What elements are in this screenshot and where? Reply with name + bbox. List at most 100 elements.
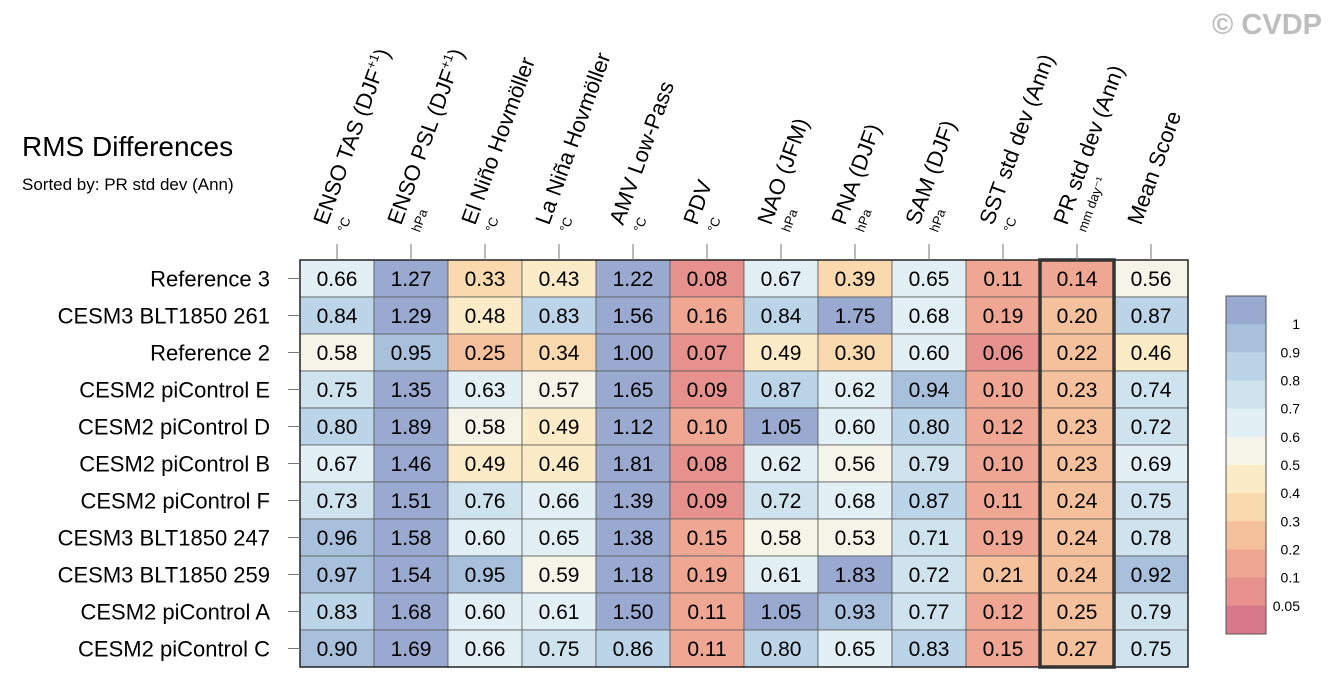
column-label-text: NAO (JFM)	[752, 115, 814, 228]
heatmap-cell	[669, 259, 745, 298]
cell-value: 1.22	[613, 268, 654, 291]
heatmap-cell	[373, 259, 449, 298]
heatmap-cell	[595, 296, 671, 335]
column-label-group: PNA (DJF)hPa	[826, 120, 885, 233]
row-label: CESM2 piControl C	[78, 637, 270, 662]
cell-value: 0.30	[835, 342, 876, 365]
heatmap-cell	[521, 592, 597, 631]
cell-value: 0.95	[391, 342, 432, 365]
heatmap-cell	[965, 444, 1041, 483]
heatmap-cell	[891, 370, 967, 409]
heatmap-cell	[299, 518, 375, 557]
cell-value: 0.09	[687, 379, 728, 402]
cell-value: 0.72	[909, 564, 950, 587]
cell-value: 0.62	[761, 453, 802, 476]
cell-value: 0.76	[465, 490, 506, 513]
cell-value: 0.69	[1131, 453, 1172, 476]
heatmap-cell	[965, 518, 1041, 557]
column-unit: °C	[705, 215, 724, 234]
cell-value: 1.81	[613, 453, 654, 476]
cell-value: 0.65	[835, 638, 876, 661]
heatmap-cell	[891, 481, 967, 520]
heatmap-cell	[447, 555, 523, 594]
colorbar-tick-label: 0.8	[1281, 373, 1301, 389]
cell-value: 0.62	[835, 379, 876, 402]
cell-value: 0.80	[317, 416, 358, 439]
heatmap-cell	[373, 629, 449, 668]
heatmap-cell	[595, 592, 671, 631]
column-label-text: Mean Score	[1122, 108, 1186, 228]
heatmap-cell	[817, 629, 893, 668]
column-label: Mean Score	[1122, 108, 1186, 228]
heatmap-cell	[521, 555, 597, 594]
colorbar-swatch	[1226, 352, 1266, 381]
cell-value: 0.84	[761, 305, 802, 328]
heatmap-cell	[669, 407, 745, 446]
row-label: CESM2 piControl E	[79, 378, 270, 403]
cell-value: 1.65	[613, 379, 654, 402]
cell-value: 0.23	[1057, 453, 1098, 476]
cell-value: 0.46	[1131, 342, 1172, 365]
column-label: SST std dev (Ann)	[974, 51, 1059, 228]
column-label: NAO (JFM)	[752, 115, 814, 228]
heatmap-cell	[521, 296, 597, 335]
cell-value: 0.68	[835, 490, 876, 513]
cell-value: 0.87	[1131, 305, 1172, 328]
cell-value: 0.71	[909, 527, 950, 550]
column-label-text: SAM (DJF)	[900, 117, 961, 228]
column-unit: °C	[1001, 215, 1020, 234]
heatmap-cell	[299, 333, 375, 372]
heatmap-cell	[743, 296, 819, 335]
heatmap-cell	[1113, 481, 1189, 520]
cell-value: 0.11	[687, 601, 726, 624]
cell-value: 1.83	[835, 564, 876, 587]
cell-value: 1.51	[391, 490, 432, 513]
cell-value: 0.74	[1131, 379, 1172, 402]
cell-value: 1.18	[613, 564, 654, 587]
heatmap-cell	[891, 555, 967, 594]
cell-value: 0.83	[539, 305, 580, 328]
row-label: CESM3 BLT1850 247	[58, 526, 270, 551]
heatmap-cell	[1113, 518, 1189, 557]
cell-value: 0.20	[1057, 305, 1098, 328]
heatmap-cell	[521, 629, 597, 668]
cell-value: 0.60	[465, 601, 506, 624]
cell-value: 0.87	[909, 490, 950, 513]
cell-value: 0.43	[539, 268, 580, 291]
heatmap-cell	[1113, 333, 1189, 372]
cell-value: 1.46	[391, 453, 432, 476]
cell-value: 0.80	[909, 416, 950, 439]
column-label: SAM (DJF)	[900, 117, 961, 228]
row-label: CESM2 piControl D	[78, 415, 270, 440]
cell-value: 0.75	[317, 379, 358, 402]
cell-value: 0.86	[613, 638, 654, 661]
cell-value: 0.80	[761, 638, 802, 661]
heatmap-cell	[1039, 407, 1115, 446]
column-label-text: SST std dev (Ann)	[974, 51, 1059, 228]
cell-value: 0.56	[835, 453, 876, 476]
cell-value: 0.79	[1131, 601, 1172, 624]
cell-value: 1.29	[391, 305, 432, 328]
heatmap-cell	[817, 259, 893, 298]
heatmap-cell	[743, 370, 819, 409]
colorbar-tick-label: 0.2	[1281, 542, 1301, 558]
heatmap-cell	[1039, 518, 1115, 557]
heatmap-cell	[1113, 555, 1189, 594]
heatmap-cell	[299, 481, 375, 520]
cell-value: 1.39	[613, 490, 654, 513]
heatmap-cell	[1039, 592, 1115, 631]
heatmap-cell	[1039, 629, 1115, 668]
heatmap-cell	[817, 592, 893, 631]
heatmap-cell	[299, 370, 375, 409]
cell-value: 0.11	[983, 268, 1022, 291]
cell-value: 0.57	[539, 379, 580, 402]
cell-value: 0.63	[465, 379, 506, 402]
cell-value: 1.38	[613, 527, 654, 550]
heatmap-cell	[743, 333, 819, 372]
cell-value: 0.79	[909, 453, 950, 476]
cell-value: 0.49	[761, 342, 802, 365]
colorbar-swatch	[1226, 465, 1266, 494]
colorbar-tick-label: 0.5	[1281, 457, 1301, 473]
cell-value: 0.77	[909, 601, 950, 624]
colorbar-swatch	[1226, 521, 1266, 550]
